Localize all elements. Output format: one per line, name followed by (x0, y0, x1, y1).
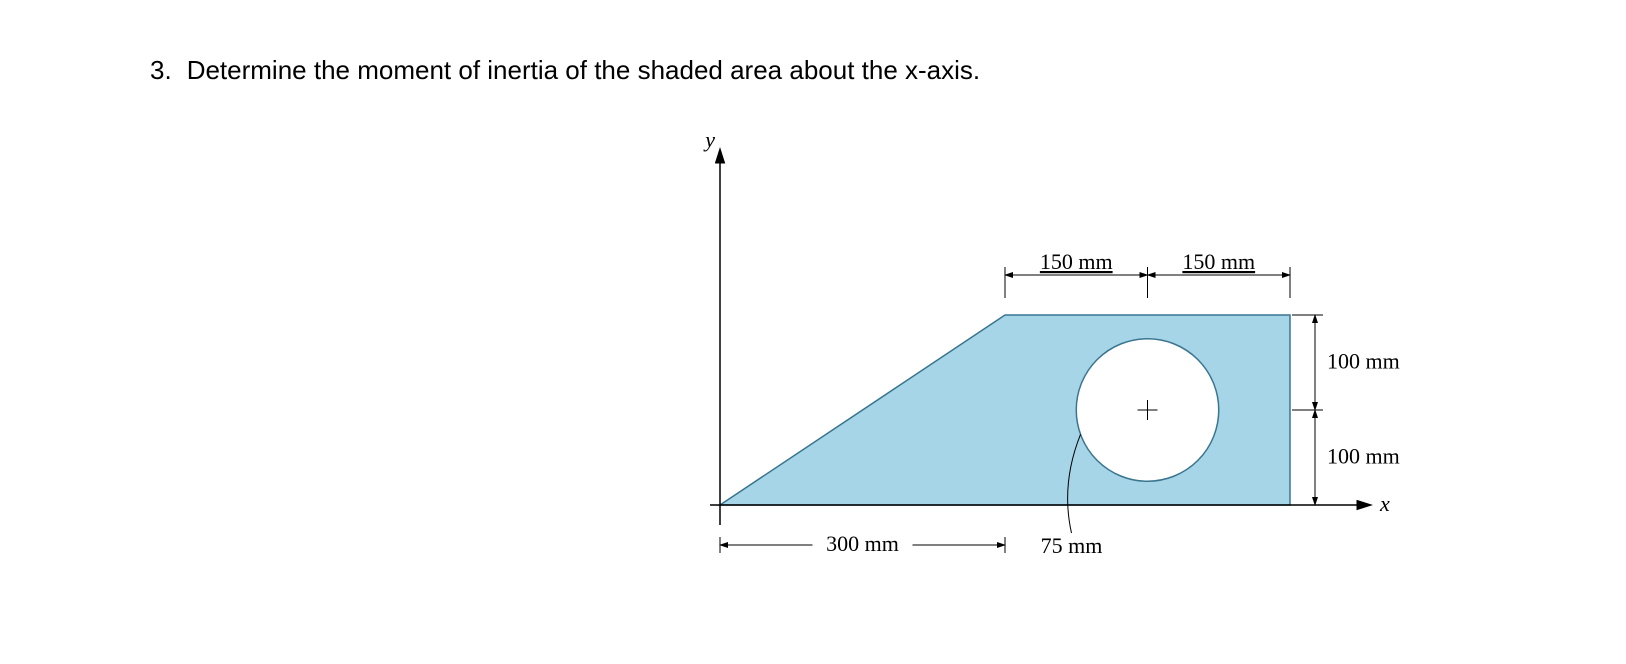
question-number: 3. (150, 55, 172, 86)
dim-100-top-label: 100 mm (1327, 349, 1400, 374)
dim-300-label: 300 mm (826, 531, 899, 556)
dim-100-bottom-label: 100 mm (1327, 444, 1400, 469)
shaded-area (720, 315, 1290, 505)
dim-radius-label: 75 mm (1041, 533, 1103, 558)
dim-150-left-label: 150 mm (1040, 249, 1113, 274)
question-text: 3. Determine the moment of inertia of the… (150, 55, 980, 86)
diagram-container: y x 150 mm 150 mm 100 mm 100 mm 300 mm 75 mm (680, 135, 1430, 595)
y-axis-label: y (703, 135, 715, 152)
dim-150-right-label: 150 mm (1182, 249, 1255, 274)
question-body: Determine the moment of inertia of the s… (187, 55, 980, 85)
x-axis-label: x (1379, 491, 1390, 516)
moment-of-inertia-diagram: y x 150 mm 150 mm 100 mm 100 mm 300 mm 75 mm (680, 135, 1430, 595)
